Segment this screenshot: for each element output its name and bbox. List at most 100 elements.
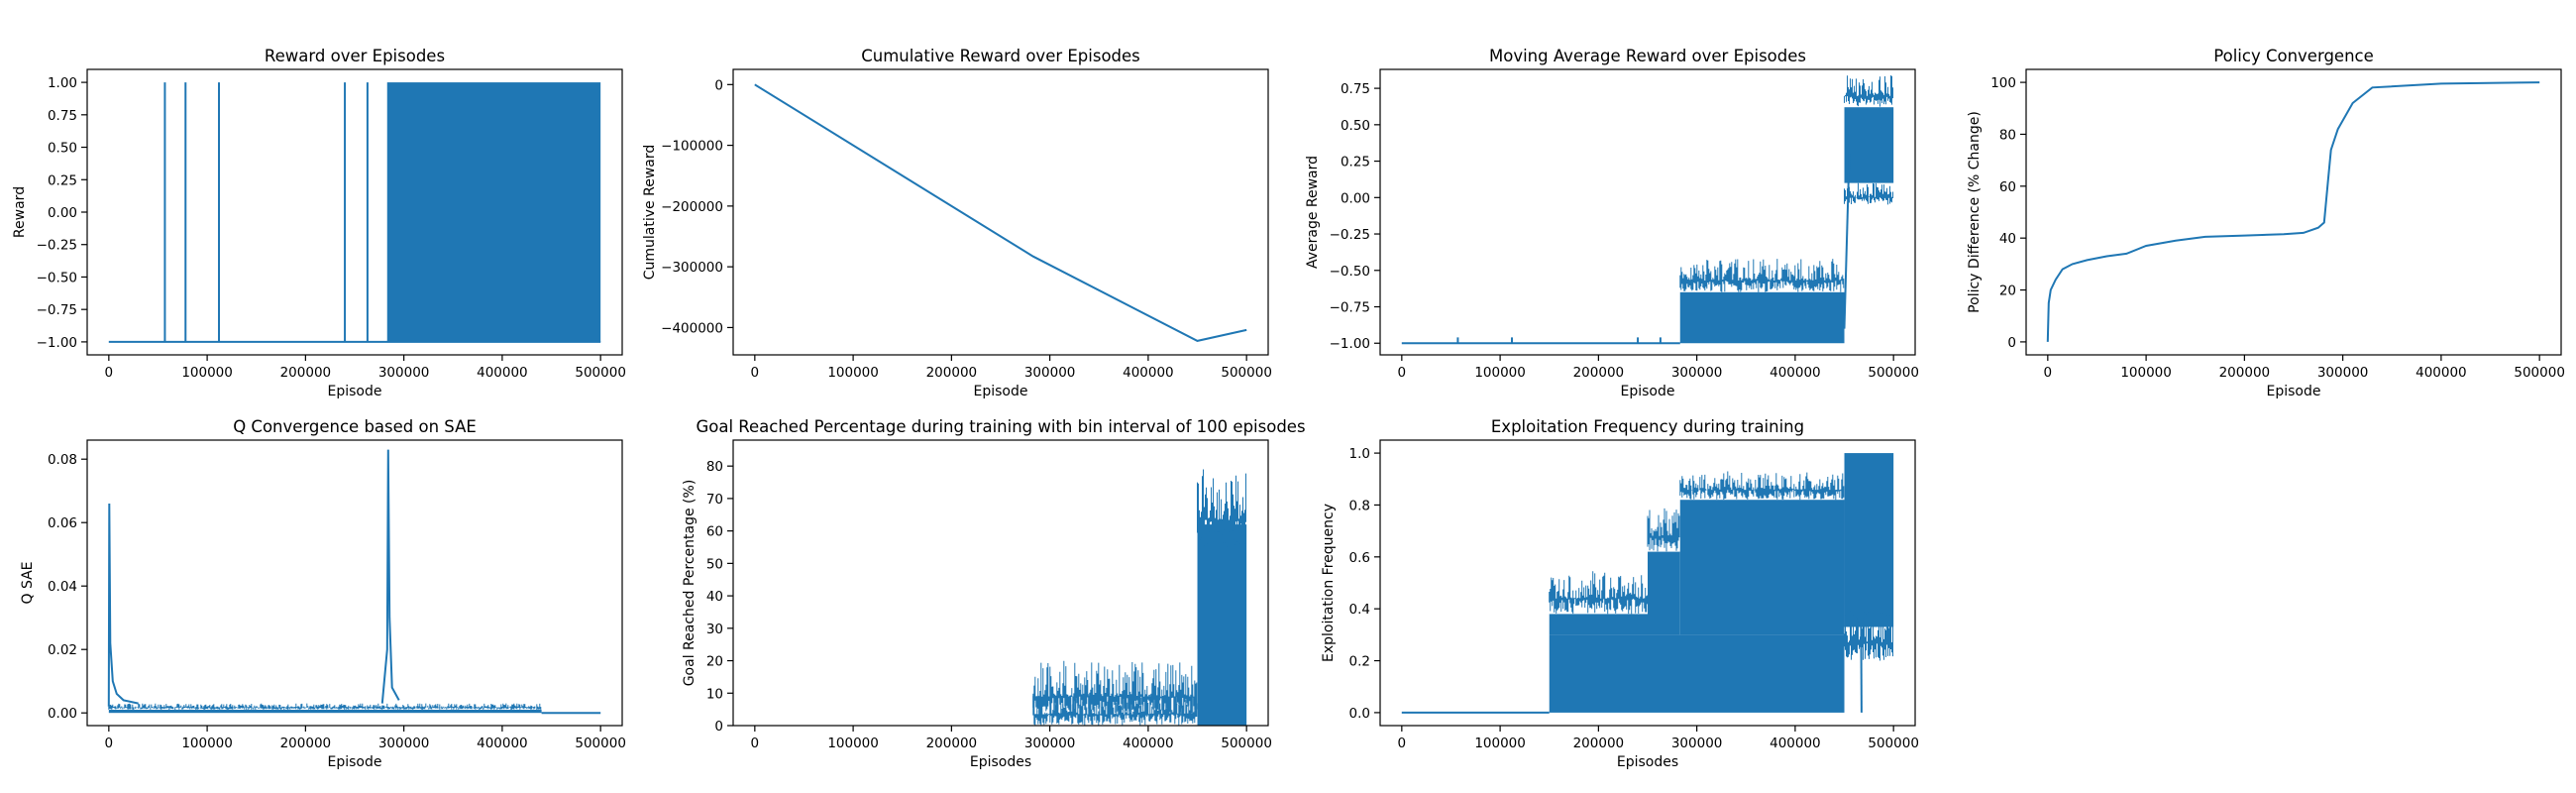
y-tick-label: 40: [1999, 231, 2016, 247]
chart-title: Moving Average Reward over Episodes: [1489, 47, 1806, 65]
y-tick-label: 0.75: [1341, 81, 1370, 97]
plot-area: [754, 83, 1247, 342]
series-band: [386, 82, 601, 342]
y-tick-label: −200000: [661, 199, 723, 215]
y-tick-label: 60: [706, 524, 723, 540]
plot-area: [107, 449, 601, 715]
axes-frame: [732, 439, 1269, 727]
y-axis-label: Average Reward: [1305, 156, 1321, 269]
subplot-p3: 0 100000 200000 300000 400000 500000 −1.00 −0.7…: [1305, 47, 1919, 399]
y-tick-label: −0.50: [37, 270, 77, 285]
y-axis-label: Reward: [12, 186, 28, 238]
y-tick-label: 0.08: [48, 452, 77, 468]
y-tick-label: 80: [706, 459, 723, 475]
y-tick-label: 1.0: [1349, 446, 1370, 462]
plot-area: [108, 82, 601, 343]
y-tick-label: 20: [706, 654, 723, 670]
series-noise: [1844, 75, 1893, 107]
x-tick-label: 0: [105, 365, 114, 381]
x-tick-label: 300000: [1024, 365, 1076, 381]
axes-frame: [1379, 68, 1916, 356]
x-tick-label: 400000: [1123, 365, 1174, 381]
series-band: [108, 710, 542, 714]
x-tick-label: 100000: [181, 736, 233, 751]
subplot-p2: 0 100000 200000 300000 400000 500000 −400000 −3…: [642, 47, 1272, 399]
axes-frame: [86, 439, 623, 727]
series-band: [1844, 107, 1894, 183]
x-tick-label: 200000: [280, 365, 332, 381]
series-noise: [1679, 471, 1845, 501]
chart-title: Q Convergence based on SAE: [233, 417, 477, 436]
x-tick-label: 300000: [378, 365, 430, 381]
subplot-p6: 0 100000 200000 300000 400000 500000 0 10 20 30 40…: [682, 417, 1306, 770]
x-tick-label: 0: [1398, 736, 1407, 751]
y-tick-label: 0.00: [48, 205, 77, 221]
y-tick-label: 0.02: [48, 642, 77, 658]
subplot-p7: 0 100000 200000 300000 400000 500000 0.0 0.2 0.4…: [1321, 417, 1919, 770]
y-tick-label: −100000: [661, 139, 723, 155]
x-axis-label: Episodes: [970, 754, 1031, 770]
series-band: [1679, 500, 1845, 635]
series-noise: [1032, 660, 1198, 717]
y-tick-label: 30: [706, 622, 723, 637]
subplot-p4: 0 100000 200000 300000 400000 500000 0 20 40 60 80…: [1967, 47, 2565, 399]
axes-frame: [2025, 68, 2562, 356]
x-tick-label: 100000: [2120, 365, 2172, 381]
y-tick-label: 20: [1999, 283, 2016, 299]
series-noise: [1549, 571, 1649, 615]
x-tick-label: 0: [1398, 365, 1407, 381]
y-tick-label: −0.75: [37, 302, 77, 318]
series-line: [380, 449, 400, 704]
y-tick-label: −0.25: [1330, 227, 1370, 243]
plot-area: [2046, 81, 2540, 342]
x-tick-label: 400000: [1770, 365, 1821, 381]
series-band: [1197, 524, 1247, 726]
y-tick-label: 0.00: [48, 706, 77, 722]
x-tick-label: 200000: [926, 365, 978, 381]
x-tick-label: 200000: [2219, 365, 2271, 381]
y-tick-label: 60: [1999, 179, 2016, 195]
x-tick-label: 500000: [1221, 736, 1272, 751]
y-axis-label: Exploitation Frequency: [1321, 504, 1337, 662]
y-tick-label: 0.25: [1341, 155, 1370, 170]
plot-area: [1032, 469, 1247, 726]
x-tick-label: 500000: [1868, 365, 1919, 381]
y-tick-label: 10: [706, 686, 723, 702]
y-tick-label: −0.25: [37, 238, 77, 254]
y-tick-label: 1.00: [48, 75, 77, 91]
y-tick-label: 0: [714, 77, 723, 93]
y-tick-label: 0.06: [48, 515, 77, 531]
series-line: [107, 503, 139, 707]
series-noise: [1647, 508, 1680, 552]
x-tick-label: 300000: [2317, 365, 2369, 381]
y-tick-label: −0.75: [1330, 300, 1370, 316]
chart-title: Goal Reached Percentage during training …: [696, 417, 1305, 436]
y-tick-label: 0.25: [48, 172, 77, 188]
series-noise: [108, 703, 542, 710]
y-tick-label: 50: [706, 556, 723, 572]
plot-area: [1401, 75, 1894, 345]
chart-title: Reward over Episodes: [265, 47, 445, 65]
x-tick-label: 0: [2044, 365, 2053, 381]
x-tick-label: 100000: [827, 736, 879, 751]
x-tick-label: 100000: [181, 365, 233, 381]
x-tick-label: 500000: [1868, 736, 1919, 751]
x-tick-label: 400000: [2415, 365, 2467, 381]
y-tick-label: 0.50: [48, 141, 77, 157]
x-tick-label: 200000: [280, 736, 332, 751]
y-axis-label: Q SAE: [20, 561, 36, 604]
x-axis-label: Episode: [974, 384, 1028, 399]
x-tick-label: 400000: [477, 736, 528, 751]
x-axis-label: Episode: [1621, 384, 1675, 399]
y-axis-label: Goal Reached Percentage (%): [682, 480, 698, 687]
x-axis-label: Episode: [2267, 384, 2321, 399]
series-line: [1843, 154, 1851, 329]
x-tick-label: 400000: [477, 365, 528, 381]
subplot-p1: 0 100000 200000 300000 400000 500000 −1.00 −0.7…: [12, 47, 626, 399]
series-noise: [1197, 469, 1246, 547]
x-tick-label: 500000: [2514, 365, 2565, 381]
x-tick-label: 500000: [575, 736, 626, 751]
series-line: [1860, 626, 1863, 713]
x-tick-label: 300000: [1024, 736, 1076, 751]
